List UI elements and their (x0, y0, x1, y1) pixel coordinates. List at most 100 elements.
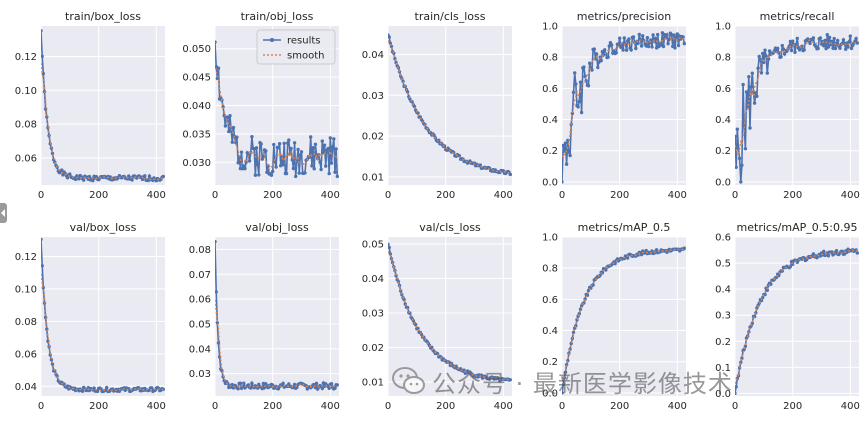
results-point (641, 34, 645, 38)
results-point (750, 71, 754, 75)
results-point (656, 32, 660, 37)
x-tick-label: 0 (212, 401, 218, 412)
results-point (297, 171, 301, 175)
y-tick-label: 0.0 (715, 389, 731, 400)
y-tick-label: 0.03 (362, 309, 384, 320)
results-point (747, 75, 751, 79)
results-point (223, 124, 228, 128)
results-point (808, 41, 812, 46)
results-point (631, 35, 636, 39)
y-tick-label: 0.04 (362, 50, 384, 61)
x-tick-label: 0 (38, 190, 44, 201)
results-point (841, 38, 846, 42)
results-point (793, 50, 797, 54)
x-tick-label: 400 (841, 401, 860, 412)
x-tick-label: 0 (385, 190, 391, 201)
side-collapse-tab[interactable] (0, 203, 7, 223)
results-point (286, 141, 290, 145)
results-point (649, 38, 653, 42)
results-point (767, 49, 772, 53)
results-point (854, 36, 858, 41)
chart-panel-4: 0.0 0.2 0.4 0.6 0.8 1.0 0 200 400 metrics/precisi… (542, 10, 687, 201)
results-point (735, 127, 739, 131)
results-point (80, 389, 85, 393)
y-tick-label: 0.6 (715, 84, 731, 95)
results-point (82, 178, 86, 182)
results-point (562, 149, 566, 153)
results-point (264, 149, 268, 153)
results-point (478, 163, 482, 167)
x-tick-label: 400 (668, 190, 687, 201)
results-point (855, 41, 859, 45)
watermark: 公众号 · 最新医学影像技术 (392, 364, 733, 398)
y-tick-label: 0.05 (189, 319, 211, 330)
results-point (333, 386, 337, 390)
x-tick-label: 200 (89, 401, 108, 412)
results-point (682, 41, 686, 46)
results-point (41, 29, 43, 33)
results-point (259, 142, 263, 146)
legend-results-marker (270, 38, 274, 42)
results-point (326, 146, 330, 151)
y-tick-label: 0.4 (542, 326, 558, 337)
x-tick-label: 200 (263, 190, 282, 201)
results-point (759, 298, 764, 303)
results-point (627, 37, 631, 41)
y-tick-label: 0.0 (542, 388, 558, 399)
results-point (650, 45, 654, 49)
x-tick-label: 0 (559, 401, 565, 412)
results-point (739, 180, 743, 184)
y-tick-label: 0.2 (715, 146, 731, 157)
results-point (629, 48, 633, 52)
results-point (256, 162, 260, 167)
results-point (333, 170, 337, 174)
chart-title: val/cls_loss (419, 221, 481, 234)
watermark-text: 公众号 · 最新医学影像技术 (432, 369, 733, 398)
legend-results-label: results (287, 36, 321, 47)
y-tick-label: 0.6 (542, 84, 558, 95)
results-point (811, 252, 816, 256)
y-tick-label: 0.030 (182, 158, 211, 169)
results-point (68, 172, 72, 176)
y-tick-label: 0.08 (15, 120, 37, 131)
y-tick-label: 0.02 (362, 343, 384, 354)
legend: results smooth (256, 29, 336, 65)
plot-area (735, 26, 859, 185)
results-point (853, 39, 857, 43)
chart-title: metrics/mAP_0.5:0.95 (737, 221, 858, 234)
results-point (318, 160, 322, 164)
results-point (60, 168, 64, 172)
chart-title: val/obj_loss (245, 221, 309, 234)
results-point (735, 391, 737, 396)
results-point (822, 249, 826, 254)
results-point (324, 164, 328, 168)
results-point (660, 31, 665, 35)
plot-area (562, 237, 686, 396)
results-point (830, 39, 834, 44)
results-point (299, 150, 304, 154)
results-point (310, 164, 314, 168)
results-point (811, 36, 816, 40)
results-point (568, 153, 572, 158)
x-tick-label: 200 (783, 190, 802, 201)
results-point (309, 135, 313, 139)
chart-panel-5: 0.0 0.2 0.4 0.6 0.8 1.0 0 200 400 metrics/recall (715, 10, 860, 201)
results-point (250, 135, 254, 139)
results-point (571, 330, 576, 335)
results-point (143, 174, 147, 178)
results-point (562, 383, 565, 387)
results-point (848, 34, 852, 38)
chart-title: metrics/recall (760, 10, 835, 23)
results-point (590, 68, 594, 72)
chart-panel-9: 0.0 0.2 0.4 0.6 0.8 1.0 0 200 400 metrics/mAP_0.5 (542, 221, 687, 412)
results-point (329, 161, 334, 165)
x-tick-label: 200 (610, 401, 629, 412)
chart-panel-3: 0.01 0.02 0.03 0.04 0 200 400 train/cls_loss (362, 10, 513, 201)
results-point (619, 45, 623, 49)
results-point (735, 165, 738, 169)
results-point (215, 40, 217, 44)
y-tick-label: 0.10 (15, 284, 37, 295)
results-point (676, 43, 681, 48)
smooth-series-line (735, 249, 858, 384)
results-point (257, 173, 261, 177)
